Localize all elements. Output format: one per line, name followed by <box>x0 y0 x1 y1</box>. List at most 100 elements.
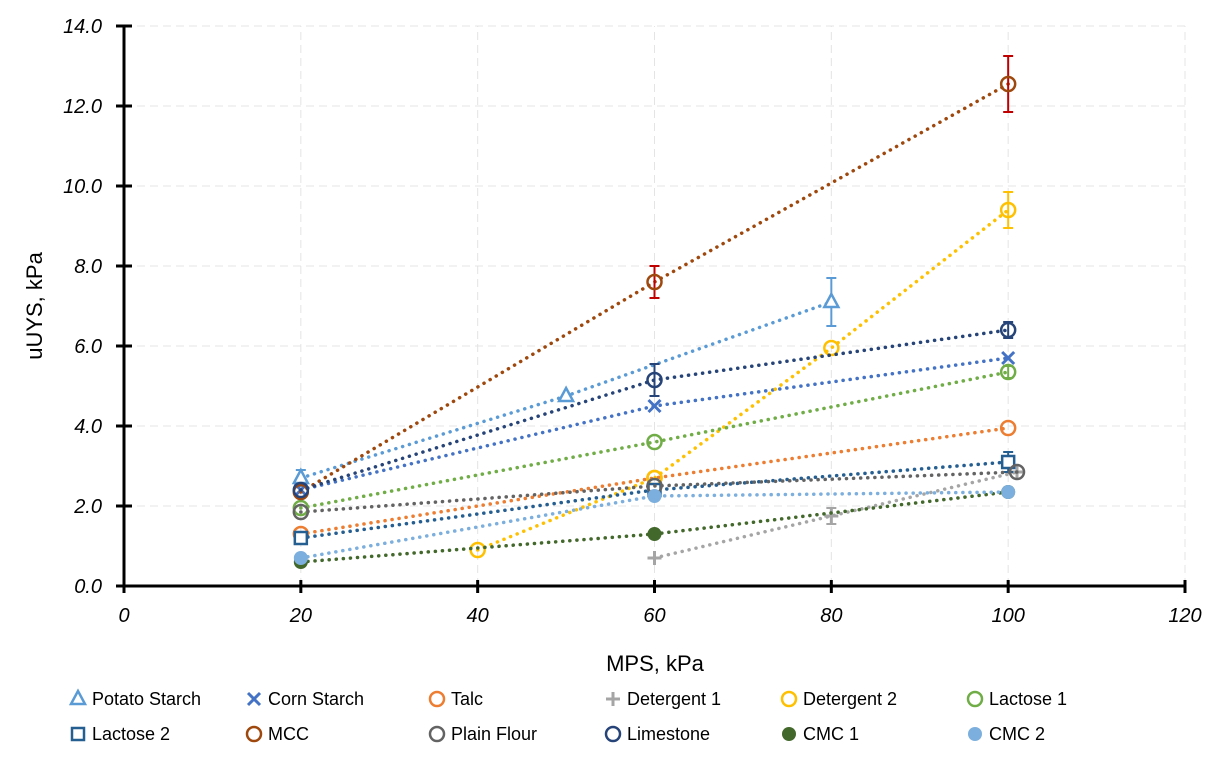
square-marker <box>1000 454 1016 470</box>
plus-marker <box>824 509 839 523</box>
x-stroke <box>647 398 662 414</box>
legend: Potato Starch Corn Starch Talc Detergent 1 D… <box>68 688 1067 744</box>
triangle-marker <box>68 688 88 706</box>
legend-item: CMC 1 <box>782 724 859 744</box>
y-tick-label: 14.0 <box>63 16 102 38</box>
series-potato-starch <box>291 277 841 487</box>
legend-item: Detergent 2 <box>780 689 897 709</box>
axes: 0 20 40 60 80 100 120 0.0 2.0 4.0 6.0 8.0 10.0 12.0 14… <box>63 16 1202 627</box>
legend-item: Lactose 2 <box>70 724 170 744</box>
x-tick-label: 60 <box>643 605 665 627</box>
y-tick-label: 8.0 <box>74 256 102 278</box>
series-plain-flour <box>292 463 1026 521</box>
series-line <box>299 490 1010 560</box>
legend-label: Detergent 1 <box>627 689 721 709</box>
filled-circle-marker <box>293 551 308 565</box>
filled-circle-marker <box>1001 485 1016 499</box>
series-detergent-1 <box>647 465 1025 565</box>
x-tick-label: 120 <box>1168 605 1201 627</box>
legend-item: Limestone <box>604 724 710 744</box>
legend-item: Plain Flour <box>428 724 537 744</box>
open-circle-marker <box>780 690 798 708</box>
open-circle-marker <box>292 503 310 521</box>
y-tick-label: 2.0 <box>73 496 102 518</box>
legend-label: Corn Starch <box>268 689 364 709</box>
open-circle-marker <box>966 690 984 708</box>
grid <box>124 25 1186 586</box>
legend-label: CMC 2 <box>989 724 1045 744</box>
y-tick-label: 12.0 <box>63 96 102 118</box>
legend-label: Plain Flour <box>451 724 537 744</box>
open-circle-marker <box>245 725 263 743</box>
x-marker <box>1001 350 1016 366</box>
y-tick-label: 4.0 <box>74 416 102 438</box>
x-tick-label: 0 <box>118 605 129 627</box>
open-circle-marker <box>604 725 622 743</box>
x-tick-label: 100 <box>991 605 1024 627</box>
open-circle-marker <box>999 363 1017 381</box>
legend-item: CMC 2 <box>968 724 1045 744</box>
filled-circle-marker <box>647 527 662 541</box>
legend-label: Limestone <box>627 724 710 744</box>
series-cmc-2 <box>293 485 1016 565</box>
x-tick-label: 80 <box>820 605 842 627</box>
open-circle-marker <box>999 201 1017 219</box>
legend-label: CMC 1 <box>803 724 859 744</box>
open-circle-marker <box>292 481 310 499</box>
y-tick-label: 10.0 <box>63 176 102 198</box>
open-circle-marker <box>1008 463 1026 481</box>
legend-item: Lactose 1 <box>966 689 1067 709</box>
open-circle-marker <box>999 419 1017 437</box>
open-circle-marker <box>428 690 446 708</box>
x-axis-label: MPS, kPa <box>606 651 705 676</box>
legend-label: Detergent 2 <box>803 689 897 709</box>
x-stroke <box>1001 350 1016 366</box>
y-axis-label: uUYS, kPa <box>22 251 47 359</box>
series-line <box>299 460 1010 540</box>
open-circle-marker <box>428 725 446 743</box>
square-marker <box>70 726 86 742</box>
legend-item: Detergent 1 <box>606 689 721 709</box>
legend-label: Potato Starch <box>92 689 201 709</box>
legend-item: Talc <box>428 689 483 709</box>
legend-label: Lactose 2 <box>92 724 170 744</box>
filled-circle-marker <box>968 727 982 741</box>
legend-item: MCC <box>245 724 309 744</box>
open-circle-marker <box>646 273 663 291</box>
x-tick-label: 40 <box>467 605 489 627</box>
x-marker <box>246 691 262 707</box>
plus-marker <box>606 692 620 706</box>
x-stroke <box>246 691 262 707</box>
triangle-marker <box>291 467 310 485</box>
triangle-marker <box>556 385 576 403</box>
square-marker <box>293 530 309 546</box>
legend-item: Corn Starch <box>246 689 364 709</box>
series-limestone <box>292 321 1017 499</box>
legend-item: Potato Starch <box>68 688 201 709</box>
open-circle-marker <box>999 321 1017 339</box>
filled-circle-marker <box>647 489 662 503</box>
x-tick-label: 20 <box>289 605 312 627</box>
open-circle-marker <box>823 339 840 357</box>
series-line <box>299 470 1019 514</box>
legend-label: Talc <box>451 689 483 709</box>
series-mcc <box>292 55 1017 501</box>
x-marker <box>647 398 662 414</box>
triangle-marker <box>822 291 841 309</box>
series-group <box>291 55 1026 569</box>
legend-label: Lactose 1 <box>989 689 1067 709</box>
open-circle-marker <box>646 371 663 389</box>
y-tick-label: 0.0 <box>74 576 102 598</box>
series-line <box>299 426 1010 536</box>
plus-marker <box>647 551 662 565</box>
open-circle-marker <box>999 75 1017 93</box>
series-detergent-2 <box>469 191 1017 559</box>
series-line <box>299 370 1010 510</box>
series-line <box>475 208 1010 552</box>
filled-circle-marker <box>782 727 796 741</box>
y-tick-label: 6.0 <box>74 336 102 358</box>
legend-label: MCC <box>268 724 309 744</box>
open-circle-marker <box>646 433 663 451</box>
